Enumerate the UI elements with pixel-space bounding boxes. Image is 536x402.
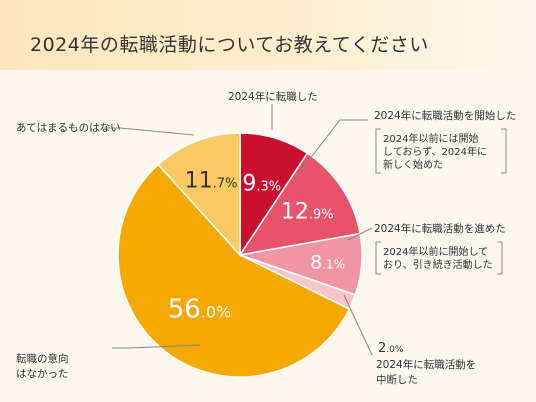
leader-line-not-applicable: [102, 127, 195, 136]
pie-slice-not-applicable: [157, 132, 241, 257]
leader-line-continued: [347, 227, 373, 241]
value-label-paused: 2.0%: [378, 341, 404, 356]
category-label-not-applicable: あてはまるものはない: [16, 122, 121, 134]
pie-slice-started: [238, 152, 361, 257]
category-label-turned: 2024年に転職した: [228, 90, 318, 103]
leader-line-paused: [343, 294, 373, 356]
chart-title: 2024年の転職活動についてお教えてください: [30, 34, 429, 56]
category-label-started: 2024年に転職活動を開始した: [374, 109, 516, 122]
category-label-paused: 2024年に転職活動を中断した: [376, 358, 476, 386]
leader-line-none: [112, 344, 201, 349]
category-label-continued: 2024年に転職活動を進めた: [374, 222, 506, 235]
value-label-continued: 8.1%: [310, 252, 345, 274]
svg-text:2024年以前に開始しており、引き続き活動した: 2024年以前に開始しており、引き続き活動した: [383, 245, 493, 271]
note-box-started: 2024年以前には開始しておらず、2024年に新しく始めた: [375, 128, 507, 174]
svg-text:2024年以前には開始しておらず、2024年に新しく始めた: 2024年以前には開始しておらず、2024年に新しく始めた: [383, 132, 487, 171]
value-label-not-applicable: 11.7%: [185, 169, 238, 194]
category-label-none: 転職の意向はなかった: [16, 352, 69, 380]
note-box-continued: 2024年以前に開始しており、引き続き活動した: [375, 241, 503, 275]
leader-line-started: [294, 119, 368, 179]
value-label-started: 12.9%: [281, 199, 334, 224]
pie-slice-none: [117, 163, 351, 378]
value-label-none: 56.0%: [168, 295, 232, 325]
value-label-turned: 9.3%: [242, 171, 281, 196]
title-bar: [0, 0, 536, 70]
